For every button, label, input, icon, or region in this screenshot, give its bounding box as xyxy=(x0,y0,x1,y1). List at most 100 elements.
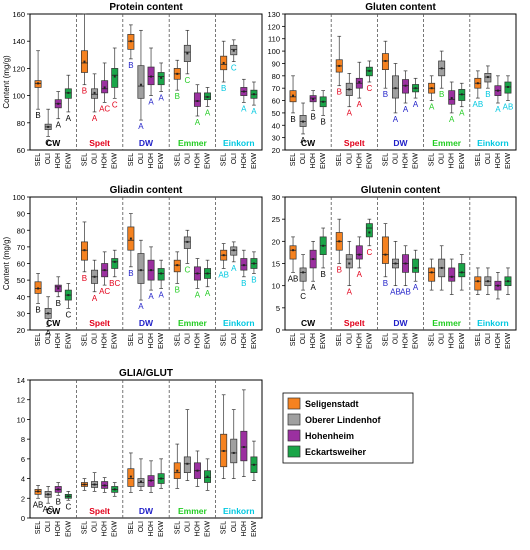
box-OLI xyxy=(438,245,446,291)
mean-marker xyxy=(338,64,341,67)
significance-letter: B xyxy=(175,92,180,101)
significance-letter: C xyxy=(231,64,237,73)
y-tick-label: 30 xyxy=(17,309,25,318)
x-tick-label: SEL xyxy=(336,333,343,346)
significance-letter: A xyxy=(413,283,419,292)
y-tick-label: 30 xyxy=(272,193,280,202)
x-tick-label: OLI xyxy=(184,521,191,532)
mean-marker xyxy=(37,82,40,85)
significance-letter: A xyxy=(158,290,164,299)
x-tick-label: HOH xyxy=(194,521,201,537)
x-tick-label: HOH xyxy=(356,333,363,349)
significance-letter: AB xyxy=(503,103,514,112)
mean-marker xyxy=(103,86,106,89)
significance-letter: C xyxy=(366,248,372,257)
significance-letter: B xyxy=(56,299,61,308)
y-tick-label: 60 xyxy=(17,260,25,269)
mean-marker xyxy=(506,85,509,88)
x-tick-label: OLI xyxy=(346,333,353,344)
y-axis-label: Content (mg/g) xyxy=(2,55,11,109)
box-SEL: AB xyxy=(472,70,483,109)
mean-marker xyxy=(139,269,142,272)
significance-letter: A xyxy=(148,292,154,301)
x-tick-label: OLI xyxy=(138,333,145,344)
box-iqr xyxy=(345,254,353,269)
y-tick-label: 110 xyxy=(268,35,280,44)
significance-letter: B xyxy=(337,88,342,97)
y-tick-label: 70 xyxy=(272,84,280,93)
x-tick-label: SEL xyxy=(429,333,436,346)
significance-letter: A xyxy=(56,121,62,130)
chart-title: Glutenin content xyxy=(361,185,441,196)
mean-marker xyxy=(176,72,179,75)
mean-marker xyxy=(129,475,132,478)
box-iqr xyxy=(381,236,389,264)
significance-letter: C xyxy=(65,502,71,511)
mean-marker xyxy=(129,237,132,240)
x-tick-label: EKW xyxy=(65,521,72,537)
significance-letter: A xyxy=(45,329,51,338)
x-tick-label: SEL xyxy=(81,333,88,346)
x-tick-label: HOH xyxy=(55,153,62,169)
y-tick-label: 100 xyxy=(12,92,25,101)
mean-marker xyxy=(186,52,189,55)
x-tick-label: EKW xyxy=(251,521,258,537)
box-SEL: B xyxy=(34,50,42,120)
significance-letter: B xyxy=(35,305,40,314)
box-OLI: A xyxy=(299,102,307,145)
mean-marker xyxy=(47,125,50,128)
x-tick-label: EKW xyxy=(205,333,212,349)
significance-letter: B xyxy=(439,90,444,99)
x-tick-label: SEL xyxy=(475,333,482,346)
x-tick-label: EKW xyxy=(459,333,466,349)
x-tick-label: HOH xyxy=(356,153,363,169)
box-HOH xyxy=(448,258,456,295)
box-HOH: A xyxy=(355,236,363,279)
significance-letter: C xyxy=(184,266,190,275)
box-iqr xyxy=(230,438,238,464)
mean-marker xyxy=(103,484,106,487)
mean-marker xyxy=(57,287,60,290)
box-HOH: A xyxy=(448,81,456,124)
x-tick-label: OLI xyxy=(231,333,238,344)
x-tick-label: HOH xyxy=(495,153,502,169)
x-tick-label: SEL xyxy=(174,333,181,346)
group-label: CW xyxy=(46,506,61,516)
mean-marker xyxy=(348,262,351,265)
box-HOH: A xyxy=(147,246,155,301)
significance-letter: A xyxy=(195,118,201,127)
significance-letter: A xyxy=(148,98,154,107)
x-tick-label: EKW xyxy=(320,153,327,169)
box-SEL: B xyxy=(381,223,389,288)
y-tick-label: 50 xyxy=(17,276,25,285)
group-label: DW xyxy=(393,318,408,328)
box-EKW xyxy=(204,458,212,491)
y-tick-label: 60 xyxy=(272,97,280,106)
mean-marker xyxy=(476,280,479,283)
box-OLI: AC xyxy=(43,486,54,514)
y-tick-label: 100 xyxy=(12,193,25,202)
significance-letter: AB xyxy=(472,100,483,109)
chart-panel-4: GLIA/GLUT02468101214CWABSELACOLIBHOHCEKW… xyxy=(17,368,263,537)
mean-marker xyxy=(384,59,387,62)
x-tick-label: HOH xyxy=(241,521,248,537)
significance-letter: B xyxy=(310,112,315,121)
mean-marker xyxy=(67,495,70,498)
box-EKW: A xyxy=(64,74,72,123)
mean-marker xyxy=(47,493,50,496)
box-EKW: B xyxy=(319,90,327,126)
box-OLI: A xyxy=(345,72,353,118)
chart-title: GLIA/GLUT xyxy=(119,368,173,379)
x-tick-label: EKW xyxy=(65,153,72,169)
box-SEL xyxy=(173,443,181,489)
x-tick-label: EKW xyxy=(112,153,119,169)
x-tick-label: OLI xyxy=(485,333,492,344)
group-label: CW xyxy=(301,138,316,148)
mean-marker xyxy=(103,269,106,272)
x-tick-label: HOH xyxy=(403,153,410,169)
y-tick-label: 2 xyxy=(21,494,25,503)
x-tick-label: OLI xyxy=(392,153,399,164)
box-HOH: A xyxy=(193,258,201,299)
box-EKW xyxy=(458,254,466,291)
y-tick-label: 20 xyxy=(272,146,280,155)
